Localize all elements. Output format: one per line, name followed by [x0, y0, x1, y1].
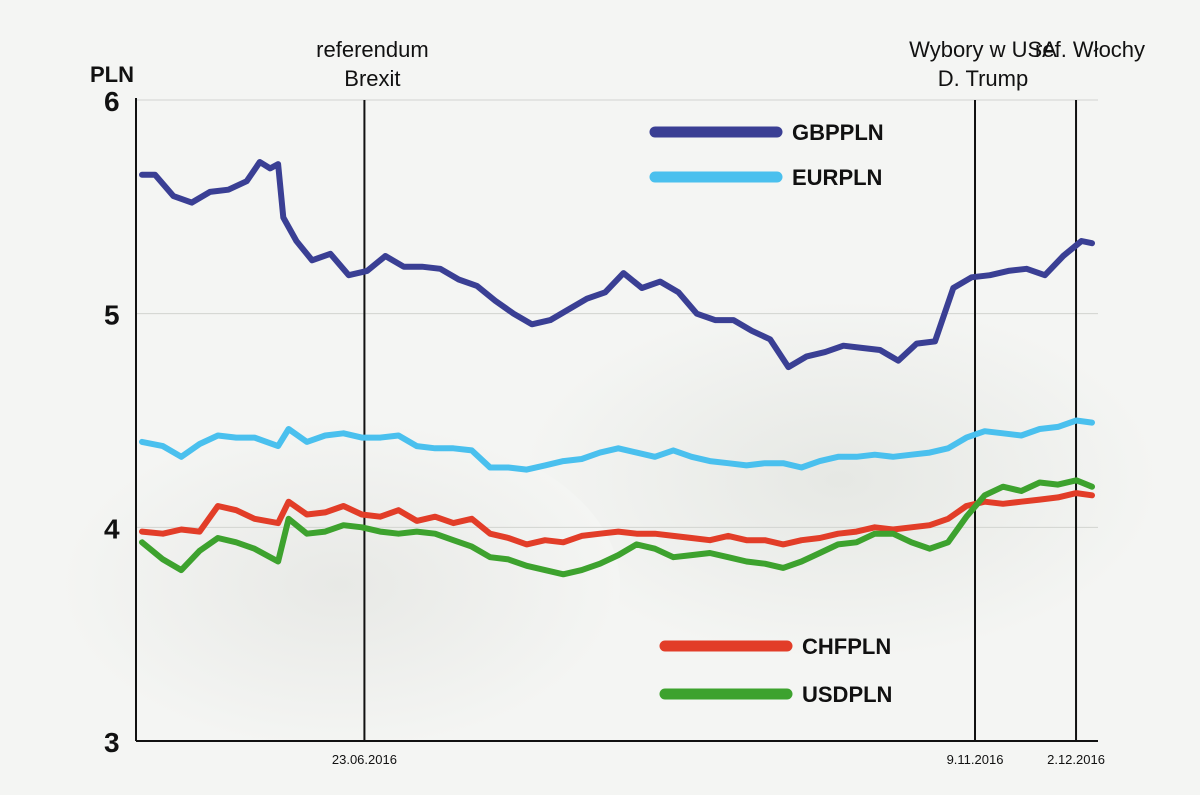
legend: GBPPLN EURPLN CHFPLN USDPLN	[649, 120, 892, 707]
legend-label-chfpln: CHFPLN	[802, 634, 891, 659]
event-label: Wybory w USA	[909, 37, 1057, 62]
background-banknote-shade	[520, 300, 1160, 660]
legend-label-gbppln: GBPPLN	[792, 120, 884, 145]
background-banknote-shade	[60, 420, 620, 750]
series-line-chfpln	[139, 490, 1095, 548]
series-line-usdpln	[139, 477, 1095, 578]
x-tick-label: 23.06.2016	[332, 752, 397, 767]
series-lines	[139, 159, 1095, 578]
legend-label-usdpln: USDPLN	[802, 682, 892, 707]
y-tick-label: 5	[104, 300, 120, 331]
legend-label-eurpln: EURPLN	[792, 165, 882, 190]
y-tick-label: 3	[104, 727, 120, 758]
series-line-gbppln	[139, 159, 1095, 371]
event-label: Brexit	[344, 66, 400, 91]
series-line-eurpln	[139, 417, 1095, 473]
axes: PLN	[90, 62, 1098, 742]
x-ticks: 23.06.2016 9.11.2016 2.12.2016	[332, 752, 1105, 767]
event-markers: referendum Brexit Wybory w USA D. Trump ref.…	[316, 37, 1145, 741]
y-ticks: 3 4 5 6	[104, 86, 120, 758]
x-tick-label: 2.12.2016	[1047, 752, 1105, 767]
event-label: referendum	[316, 37, 429, 62]
x-tick-label: 9.11.2016	[947, 752, 1004, 767]
y-tick-label: 4	[104, 513, 120, 544]
y-tick-label: 6	[104, 86, 120, 117]
event-label: D. Trump	[938, 66, 1028, 91]
y-unit-label: PLN	[90, 62, 134, 87]
event-label: ref. Włochy	[1035, 37, 1145, 62]
